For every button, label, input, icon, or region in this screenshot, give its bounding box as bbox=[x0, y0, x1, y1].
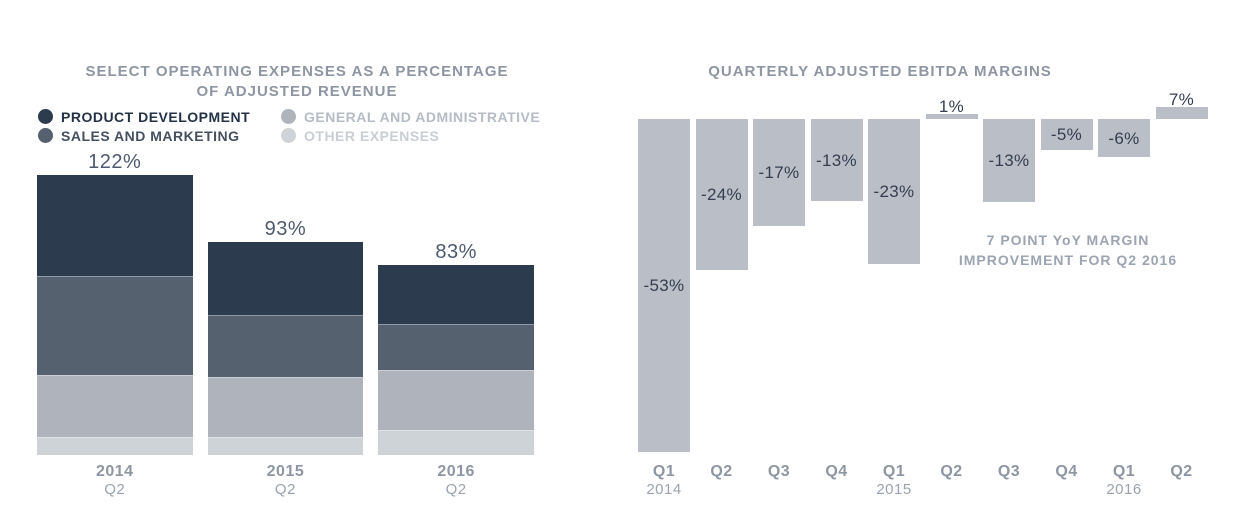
margin-bar-q3-2014: -17% bbox=[753, 119, 805, 226]
margin-bar-q4-2015: -5% bbox=[1040, 119, 1093, 150]
legend-swatch-other-expenses-icon bbox=[281, 128, 296, 143]
bar-segment-sales-and-marketing bbox=[378, 324, 534, 371]
legend-column-2: GENERAL AND ADMINISTRATIVE OTHER EXPENSES bbox=[281, 107, 540, 145]
bar-value-label: 7% bbox=[1168, 89, 1195, 109]
bar-value-label: -17% bbox=[758, 163, 800, 182]
x-axis-label-q2: Q2 bbox=[710, 463, 733, 480]
bar-total-label: 83% bbox=[435, 240, 477, 263]
bar-total-label: 122% bbox=[88, 151, 142, 173]
x-axis-label-q4: Q4 bbox=[1055, 463, 1078, 480]
left-chart-title-line-1: SELECT OPERATING EXPENSES AS A PERCENTAG… bbox=[85, 63, 509, 80]
bar-segment-other-expenses bbox=[207, 436, 364, 455]
legend-column-1: PRODUCT DEVELOPMENT SALES AND MARKETING bbox=[38, 107, 250, 145]
legend-item-product-development: PRODUCT DEVELOPMENT bbox=[38, 107, 250, 126]
bar-value-label: -24% bbox=[701, 185, 742, 204]
stacked-bar-2015-q2 bbox=[207, 241, 364, 455]
x-axis-sublabel-q2: Q2 bbox=[104, 481, 126, 498]
legend-swatch-product-development-icon bbox=[38, 109, 53, 124]
legend-label-general-and-administrative: GENERAL AND ADMINISTRATIVE bbox=[304, 108, 541, 125]
bar-value-label: -23% bbox=[873, 182, 915, 201]
stacked-bar-2016-q2 bbox=[378, 264, 534, 455]
bar-value-label: 1% bbox=[938, 96, 965, 116]
bar-segment-product-development bbox=[378, 264, 534, 325]
x-axis-label-q4: Q4 bbox=[825, 463, 848, 480]
legend-swatch-general-and-administrative-icon bbox=[281, 109, 296, 124]
x-axis-label-q2: Q2 bbox=[1170, 463, 1193, 480]
annotation: 7 POINT YoY MARGIN IMPROVEMENT FOR Q2 201… bbox=[928, 230, 1208, 270]
legend-item-sales-and-marketing: SALES AND MARKETING bbox=[38, 126, 250, 145]
margin-bar-q2-2016 bbox=[1155, 106, 1208, 119]
annotation-line-1: 7 POINT YoY MARGIN bbox=[986, 232, 1150, 248]
legend-swatch-sales-and-marketing-icon bbox=[38, 128, 53, 143]
bar-value-label: -13% bbox=[816, 150, 857, 170]
margin-bar-q1-2014: -53% bbox=[638, 119, 690, 452]
bar-value-label: -53% bbox=[643, 276, 685, 295]
margin-bar-q1-2015: -23% bbox=[868, 119, 920, 264]
x-axis-sublabel-q2: Q2 bbox=[445, 481, 467, 498]
x-axis-sublabel-2016: 2016 bbox=[1106, 481, 1142, 498]
bar-value-label: -13% bbox=[988, 151, 1030, 170]
bar-value-label: -6% bbox=[1108, 128, 1140, 148]
bar-segment-product-development bbox=[207, 241, 364, 315]
x-axis-sublabel-2015: 2015 bbox=[876, 481, 912, 498]
x-axis-label-q3: Q3 bbox=[767, 463, 791, 480]
bar-segment-sales-and-marketing bbox=[37, 275, 193, 375]
bar-segment-other-expenses bbox=[378, 429, 534, 455]
right-chart-title: QUARTERLY ADJUSTED EBITDA MARGINS bbox=[708, 63, 1052, 80]
margin-bar-q2-2014: -24% bbox=[695, 119, 748, 270]
margin-bar-q2-2015 bbox=[925, 113, 978, 119]
margin-bar-q4-2014: -13% bbox=[810, 119, 863, 201]
x-axis-label-q1-2014: Q1 bbox=[652, 463, 676, 480]
legend-label-product-development: PRODUCT DEVELOPMENT bbox=[61, 108, 251, 125]
left-chart-title-line-2: OF ADJUSTED REVENUE bbox=[196, 83, 398, 100]
bar-total-label: 93% bbox=[264, 217, 307, 240]
margin-bar-q1-2016: -6% bbox=[1098, 119, 1150, 157]
x-axis-label-q2: Q2 bbox=[940, 463, 963, 480]
legend-item-general-and-administrative: GENERAL AND ADMINISTRATIVE bbox=[281, 107, 540, 126]
x-axis-sublabel-q2: Q2 bbox=[274, 481, 296, 498]
bar-segment-sales-and-marketing bbox=[207, 315, 364, 377]
stacked-bar-2014-q2 bbox=[37, 175, 193, 455]
bar-segment-general-and-administrative bbox=[378, 370, 534, 430]
bar-segment-product-development bbox=[37, 175, 193, 276]
x-axis-label-q3: Q3 bbox=[997, 463, 1021, 480]
bar-value-label: -5% bbox=[1050, 125, 1083, 144]
x-axis-label-q1-2015: Q1 bbox=[882, 463, 906, 480]
bar-segment-general-and-administrative bbox=[207, 376, 364, 437]
margin-bar-q3-2015: -13% bbox=[983, 119, 1035, 202]
bar-segment-other-expenses bbox=[37, 436, 193, 455]
legend-label-sales-and-marketing: SALES AND MARKETING bbox=[61, 127, 240, 144]
x-axis-sublabel-2014: 2014 bbox=[646, 481, 682, 498]
left-chart-title: SELECT OPERATING EXPENSES AS A PERCENTAG… bbox=[36, 62, 558, 102]
x-axis-label-2014-q2: 2014 bbox=[95, 463, 134, 480]
legend-item-other-expenses: OTHER EXPENSES bbox=[281, 126, 540, 145]
bar-segment-general-and-administrative bbox=[37, 374, 193, 437]
legend-label-other-expenses: OTHER EXPENSES bbox=[304, 127, 440, 144]
x-axis-label-q1-2016: Q1 bbox=[1112, 463, 1136, 480]
annotation-line-2: IMPROVEMENT FOR Q2 2016 bbox=[958, 252, 1178, 268]
x-axis-label-2016-q2: 2016 bbox=[437, 463, 475, 480]
x-axis-label-2015-q2: 2015 bbox=[266, 463, 305, 480]
